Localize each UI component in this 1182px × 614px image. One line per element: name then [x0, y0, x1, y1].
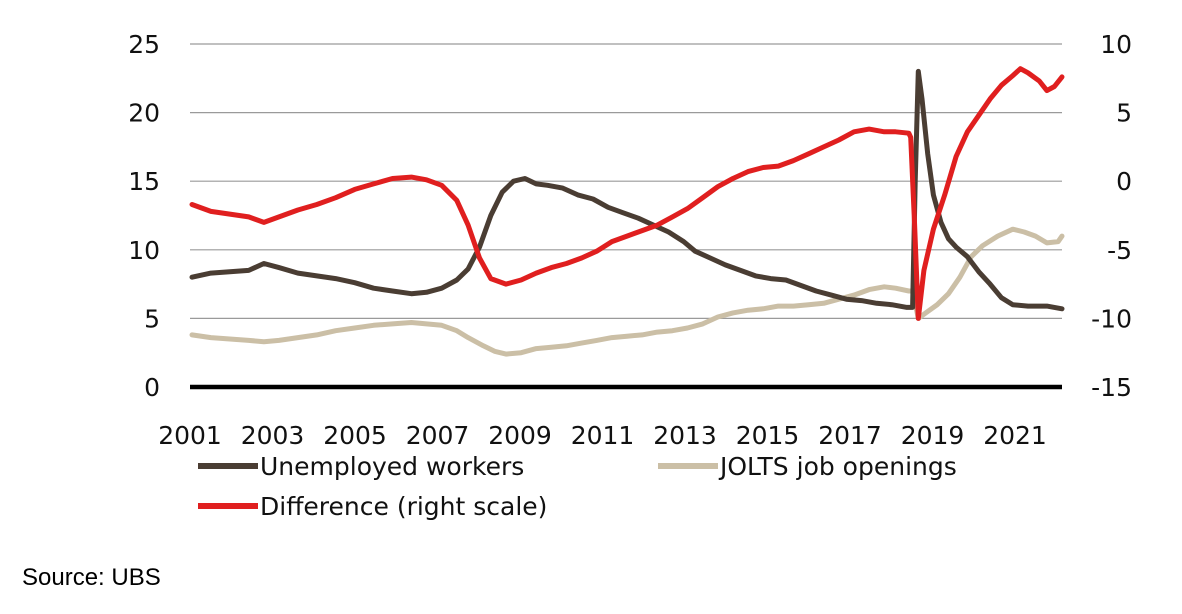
right-tick-label: -10	[1091, 304, 1132, 333]
legend: Unemployed workers JOLTS job openings Diff…	[198, 452, 957, 521]
difference-line	[189, 66, 1065, 321]
right-tick-label: 5	[1116, 99, 1132, 128]
right-axis-ticks: -15 -10 -5 0 5 10	[1091, 30, 1132, 402]
source-note: Source: UBS	[22, 564, 161, 591]
legend-label: Difference (right scale)	[260, 492, 547, 521]
x-tick-label: 2019	[901, 421, 965, 450]
left-axis-ticks: 0 5 10 15 20 25	[128, 30, 160, 402]
left-tick-label: 20	[128, 99, 160, 128]
left-tick-label: 25	[128, 30, 160, 59]
x-tick-label: 2001	[158, 421, 222, 450]
x-tick-label: 2015	[736, 421, 800, 450]
left-tick-label: 15	[128, 167, 160, 196]
x-axis-ticks: 2001 2003 2005 2007 2009 2011 2013 2015 2017 2019…	[158, 421, 1047, 450]
right-tick-label: 0	[1116, 167, 1132, 196]
x-tick-label: 2017	[818, 421, 882, 450]
left-tick-label: 5	[144, 304, 160, 333]
right-tick-label: 10	[1100, 30, 1132, 59]
right-tick-label: -5	[1107, 236, 1132, 265]
x-tick-label: 2005	[323, 421, 387, 450]
line-chart: 0 5 10 15 20 25 -15 -10 -5 0 5 10 2001 2003 2005 2007…	[128, 30, 1132, 521]
legend-label: Unemployed workers	[260, 452, 524, 481]
x-tick-label: 2003	[241, 421, 305, 450]
x-tick-label: 2013	[653, 421, 717, 450]
x-tick-label: 2007	[406, 421, 470, 450]
series-lines	[189, 66, 1065, 357]
x-tick-label: 2011	[571, 421, 635, 450]
x-tick-label: 2009	[488, 421, 552, 450]
left-tick-label: 0	[144, 373, 160, 402]
legend-label: JOLTS job openings	[718, 452, 957, 481]
left-tick-label: 10	[128, 236, 160, 265]
x-tick-label: 2021	[983, 421, 1047, 450]
right-tick-label: -15	[1091, 373, 1132, 402]
jolts-job-openings-line	[189, 226, 1065, 357]
unemployed-workers-line	[189, 68, 1065, 312]
